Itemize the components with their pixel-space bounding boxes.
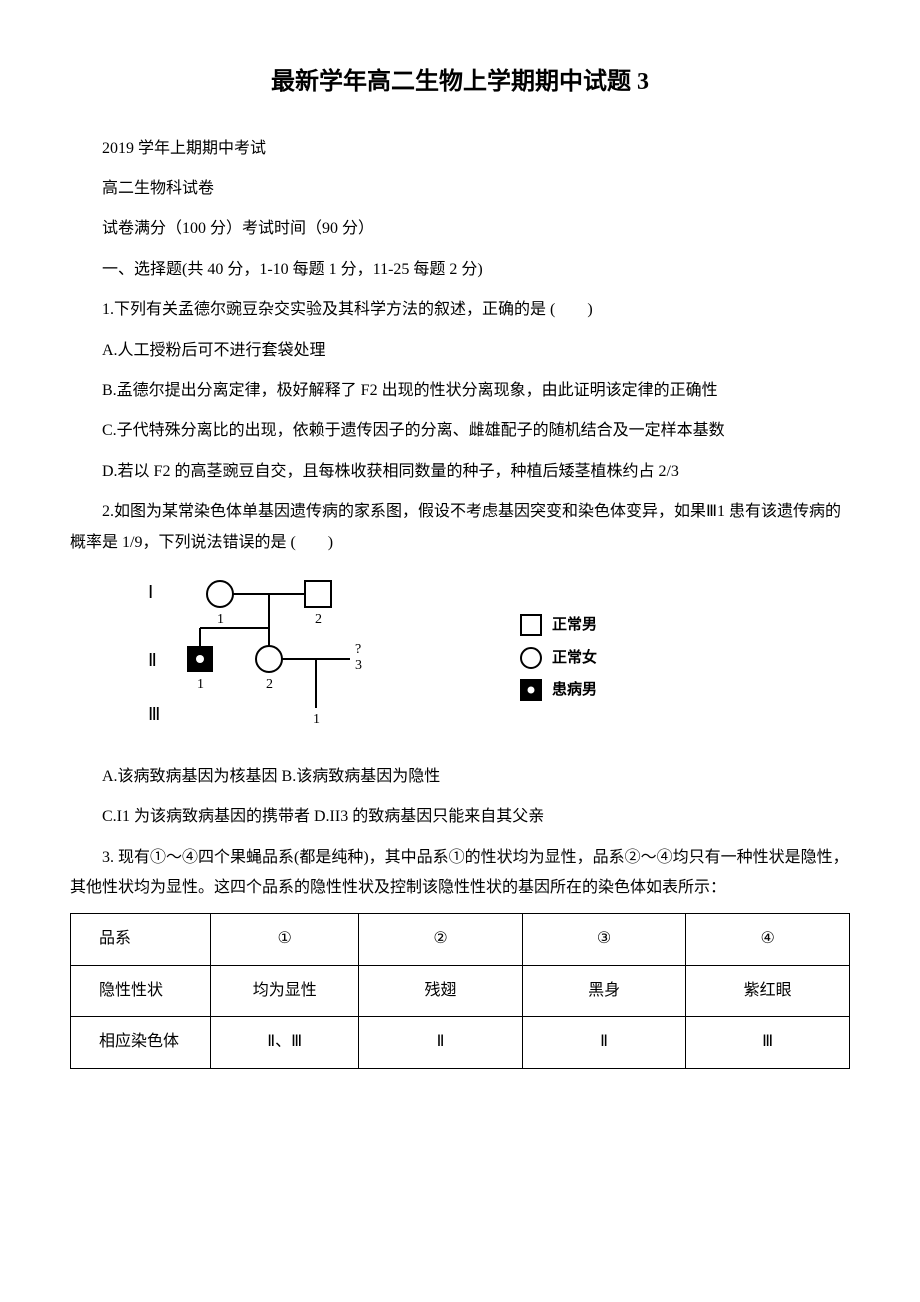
legend-label-affected: 患病男 [552, 676, 597, 705]
pedigree-node-ii1-dot [196, 655, 204, 663]
table-cell: 残翅 [359, 965, 523, 1016]
pedigree-diagram: Ⅰ 1 2 Ⅱ 1 2 ? 3 Ⅲ 1 [140, 570, 850, 750]
table-cell: Ⅱ [522, 1017, 686, 1068]
page-title: 最新学年高二生物上学期期中试题 3 [70, 60, 850, 106]
question-2: 2.如图为某常染色体单基因遗传病的家系图，假设不考虑基因突变和染色体变异，如果Ⅲ… [70, 497, 850, 558]
table-cell: 相应染色体 [71, 1017, 211, 1068]
table-cell: ③ [522, 914, 686, 965]
legend-normal-female: 正常女 [520, 644, 597, 673]
pedigree-node-ii2 [256, 646, 282, 672]
option-1c: C.子代特殊分离比的出现，依赖于遗传因子的分离、雌雄配子的随机结合及一定样本基数 [70, 416, 850, 446]
node-num-ii1: 1 [197, 677, 204, 692]
table-row: 品系 ① ② ③ ④ [71, 914, 850, 965]
node-num-ii2: 2 [266, 677, 273, 692]
table-row: 相应染色体 Ⅱ、Ⅲ Ⅱ Ⅱ Ⅲ [71, 1017, 850, 1068]
exam-subject: 高二生物科试卷 [70, 174, 850, 204]
node-num-iii1: 1 [313, 712, 320, 727]
node-num-i2: 2 [315, 612, 322, 627]
table-cell: ① [211, 914, 359, 965]
table-cell: 紫红眼 [686, 965, 850, 1016]
pedigree-node-i2 [305, 581, 331, 607]
option-1b: B.孟德尔提出分离定律，极好解释了 F2 出现的性状分离现象，由此证明该定律的正… [70, 376, 850, 406]
option-2cd: C.I1 为该病致病基因的携带者 D.II3 的致病基因只能来自其父亲 [70, 802, 850, 832]
strain-table: 品系 ① ② ③ ④ 隐性性状 均为显性 残翅 黑身 紫红眼 相应染色体 Ⅱ、Ⅲ… [70, 913, 850, 1068]
legend-label-female: 正常女 [552, 644, 597, 673]
pedigree-svg: Ⅰ 1 2 Ⅱ 1 2 ? 3 Ⅲ 1 [140, 570, 440, 750]
exam-year: 2019 学年上期期中考试 [70, 134, 850, 164]
gen-label-2: Ⅱ [148, 650, 157, 670]
option-1d: D.若以 F2 的高茎豌豆自交，且每株收获相同数量的种子，种植后矮茎植株约占 2… [70, 457, 850, 487]
pedigree-node-i1 [207, 581, 233, 607]
legend-normal-male: 正常男 [520, 611, 597, 640]
pedigree-legend: 正常男 正常女 患病男 [520, 611, 597, 709]
table-cell: Ⅱ、Ⅲ [211, 1017, 359, 1068]
node-q-ii3: ? [355, 642, 361, 657]
table-cell: ② [359, 914, 523, 965]
legend-label-male: 正常男 [552, 611, 597, 640]
circle-icon [520, 647, 542, 669]
node-num-i1: 1 [217, 612, 224, 627]
question-3: 3. 现有①～④四个果蝇品系(都是纯种)，其中品系①的性状均为显性，品系②～④均… [70, 843, 850, 904]
gen-label-3: Ⅲ [148, 704, 160, 724]
section-heading: 一、选择题(共 40 分，1-10 每题 1 分，11-25 每题 2 分) [70, 255, 850, 285]
node-num-ii3: 3 [355, 658, 362, 673]
question-1: 1.下列有关孟德尔豌豆杂交实验及其科学方法的叙述，正确的是 ( ) [70, 295, 850, 325]
table-cell: ④ [686, 914, 850, 965]
table-cell: Ⅲ [686, 1017, 850, 1068]
legend-affected-male: 患病男 [520, 676, 597, 705]
table-cell: Ⅱ [359, 1017, 523, 1068]
option-2ab: A.该病致病基因为核基因 B.该病致病基因为隐性 [70, 762, 850, 792]
exam-info: 试卷满分（100 分）考试时间（90 分） [70, 214, 850, 244]
table-cell: 均为显性 [211, 965, 359, 1016]
filled-square-icon [520, 679, 542, 701]
table-cell: 黑身 [522, 965, 686, 1016]
gen-label-1: Ⅰ [148, 582, 153, 602]
square-icon [520, 614, 542, 636]
option-1a: A.人工授粉后可不进行套袋处理 [70, 336, 850, 366]
table-cell: 品系 [71, 914, 211, 965]
table-row: 隐性性状 均为显性 残翅 黑身 紫红眼 [71, 965, 850, 1016]
table-cell: 隐性性状 [71, 965, 211, 1016]
